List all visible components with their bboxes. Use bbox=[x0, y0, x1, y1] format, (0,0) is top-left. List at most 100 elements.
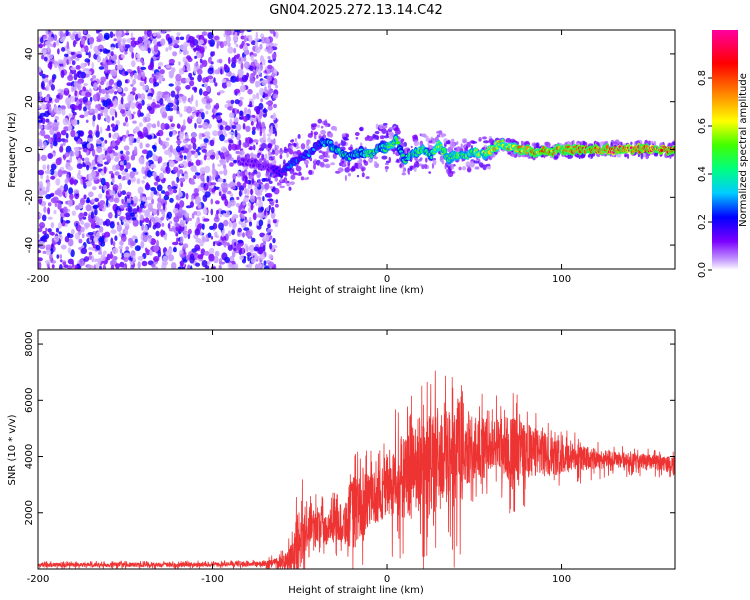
scatter-blob bbox=[323, 158, 329, 163]
noise-blob bbox=[252, 71, 257, 76]
noise-blob bbox=[195, 262, 201, 267]
noise-blob bbox=[116, 221, 120, 226]
noise-blob bbox=[204, 95, 210, 100]
noise-blob bbox=[154, 142, 157, 146]
noise-blob bbox=[57, 222, 62, 229]
noise-blob bbox=[115, 263, 120, 269]
scatter-blob bbox=[367, 135, 374, 142]
scatter-blob bbox=[283, 159, 286, 165]
scatter-blob bbox=[252, 144, 256, 151]
scatter-blob bbox=[460, 143, 463, 149]
noise-blob bbox=[92, 186, 97, 191]
noise-blob bbox=[61, 47, 66, 52]
scatter-blob bbox=[483, 140, 490, 144]
noise-blob bbox=[184, 212, 190, 218]
noise-blob bbox=[246, 187, 250, 196]
noise-blob bbox=[173, 149, 177, 155]
noise-blob bbox=[212, 51, 215, 56]
noise-blob bbox=[142, 85, 149, 91]
noise-blob bbox=[97, 114, 101, 121]
noise-blob bbox=[147, 47, 151, 54]
scatter-blob bbox=[478, 137, 482, 142]
scatter-blob bbox=[356, 174, 360, 178]
scatter-blob bbox=[357, 160, 361, 164]
noise-blob bbox=[234, 129, 238, 138]
noise-blob bbox=[196, 216, 201, 225]
noise-blob bbox=[140, 45, 146, 52]
scatter-blob bbox=[651, 140, 654, 145]
noise-blob bbox=[190, 136, 197, 144]
noise-blob bbox=[188, 144, 192, 151]
noise-blob bbox=[250, 203, 254, 211]
scatter-blob bbox=[320, 129, 326, 135]
scatter-blob bbox=[455, 146, 462, 152]
noise-blob bbox=[114, 98, 118, 105]
noise-blob bbox=[81, 233, 85, 239]
noise-blob bbox=[59, 146, 64, 153]
noise-blob bbox=[39, 212, 42, 217]
snr-x-ticks: -200 -100 0 100 bbox=[27, 330, 571, 585]
noise-blob bbox=[153, 216, 159, 224]
noise-blob bbox=[260, 184, 266, 190]
noise-blob bbox=[183, 231, 188, 239]
scatter-blob bbox=[458, 166, 462, 171]
noise-blob bbox=[109, 221, 115, 229]
scatter-blob bbox=[306, 176, 309, 180]
noise-blob bbox=[215, 212, 219, 220]
noise-blob bbox=[146, 134, 153, 139]
noise-blob bbox=[170, 90, 176, 98]
noise-blob bbox=[234, 32, 238, 36]
noise-blob bbox=[70, 51, 75, 56]
noise-blob bbox=[201, 223, 205, 230]
noise-blob bbox=[88, 251, 93, 256]
noise-blob bbox=[95, 224, 101, 229]
noise-blob bbox=[68, 58, 72, 65]
scatter-blob bbox=[354, 132, 360, 136]
noise-blob bbox=[117, 58, 120, 66]
scatter-blob bbox=[260, 147, 263, 151]
colorbar-label: Normalized spectral amplitude bbox=[738, 73, 749, 227]
scatter-blob bbox=[419, 157, 423, 161]
noise-blob bbox=[72, 86, 77, 92]
noise-blob bbox=[103, 32, 110, 40]
noise-blob bbox=[106, 198, 109, 207]
noise-blob bbox=[264, 80, 269, 83]
noise-blob bbox=[200, 182, 204, 188]
scatter-blob bbox=[321, 151, 326, 155]
colorbar-tick-label: 0.0 bbox=[697, 262, 708, 278]
noise-blob bbox=[98, 237, 104, 243]
noise-blob bbox=[120, 102, 126, 109]
noise-blob bbox=[191, 132, 197, 138]
noise-blob bbox=[168, 70, 175, 76]
noise-blob bbox=[273, 138, 276, 145]
noise-blob bbox=[185, 85, 191, 90]
scatter-blob bbox=[242, 182, 247, 189]
noise-blob bbox=[171, 185, 178, 190]
noise-blob bbox=[203, 81, 208, 89]
noise-blob bbox=[130, 37, 136, 41]
noise-blob bbox=[161, 260, 168, 266]
noise-blob bbox=[125, 116, 128, 123]
noise-blob bbox=[132, 219, 139, 227]
noise-blob bbox=[263, 234, 270, 242]
noise-blob bbox=[102, 250, 107, 255]
noise-blob bbox=[234, 88, 240, 94]
noise-blob bbox=[210, 149, 214, 153]
noise-blob bbox=[259, 131, 262, 137]
noise-blob bbox=[259, 43, 263, 50]
scatter-blob bbox=[268, 149, 271, 154]
noise-blob bbox=[158, 77, 161, 82]
noise-blob bbox=[86, 143, 91, 149]
noise-blob bbox=[38, 66, 42, 74]
noise-blob bbox=[50, 222, 55, 229]
noise-blob bbox=[179, 253, 186, 258]
noise-blob bbox=[62, 117, 69, 126]
noise-blob bbox=[247, 231, 252, 239]
noise-blob bbox=[169, 144, 173, 153]
noise-blob bbox=[60, 105, 66, 111]
noise-blob bbox=[261, 178, 266, 182]
noise-blob bbox=[50, 142, 53, 149]
noise-blob bbox=[263, 265, 270, 269]
scatter-blob bbox=[288, 149, 294, 155]
noise-blob bbox=[243, 35, 247, 43]
